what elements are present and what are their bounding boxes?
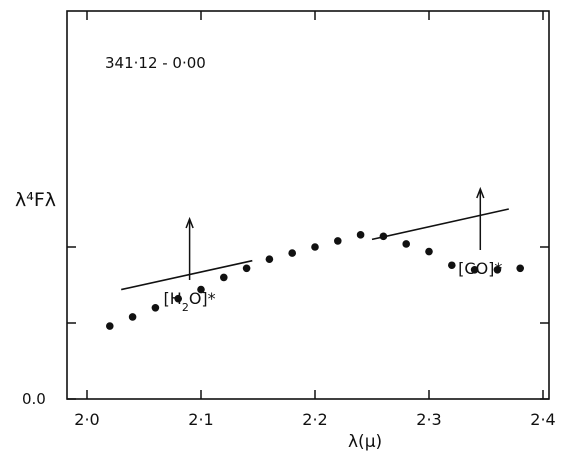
axis-ticks: 2·0 2·1 2·2 2·3 2·4 0.0 [22,11,556,429]
data-point [402,240,411,248]
data-point [242,264,251,273]
data-point [311,243,319,251]
data-point [128,313,137,321]
continuum-lines [121,208,509,291]
feature-annotations: [H2O]* [CO]* [164,186,502,314]
x-tick-label: 2·1 [188,410,213,429]
continuum-line [371,208,509,241]
plot-frame [66,10,550,400]
x-tick-label: 2·3 [416,410,441,429]
data-point [448,261,456,270]
y-tick-label: 0.0 [22,390,46,408]
data-point [197,285,205,294]
x-axis-label: λ(μ) [348,432,382,452]
x-tick-label: 2·4 [530,410,555,429]
annotation-label: [CO]* [458,259,502,278]
data-point [288,249,297,257]
panel-label: 341·12 - 0·00 [105,54,206,72]
data-point [379,232,388,241]
data-point [516,264,524,273]
plot-border [66,10,550,400]
arrow-head [185,216,194,229]
data-point [174,294,182,303]
x-tick-label: 2·0 [74,410,99,429]
data-point [151,304,160,312]
continuum-line [121,259,253,291]
data-point [470,266,479,274]
data-point [334,237,342,245]
arrow-head [476,186,485,199]
data-point [265,255,274,263]
y-axis-label: λ⁴Fλ [15,189,56,211]
data-points [106,231,524,330]
annotation-label: [H2O]* [164,289,216,314]
data-point [106,322,114,330]
x-tick-label: 2·2 [302,410,327,429]
data-point [356,231,365,239]
data-point [493,266,502,274]
data-point [220,273,228,282]
data-point [425,247,433,256]
